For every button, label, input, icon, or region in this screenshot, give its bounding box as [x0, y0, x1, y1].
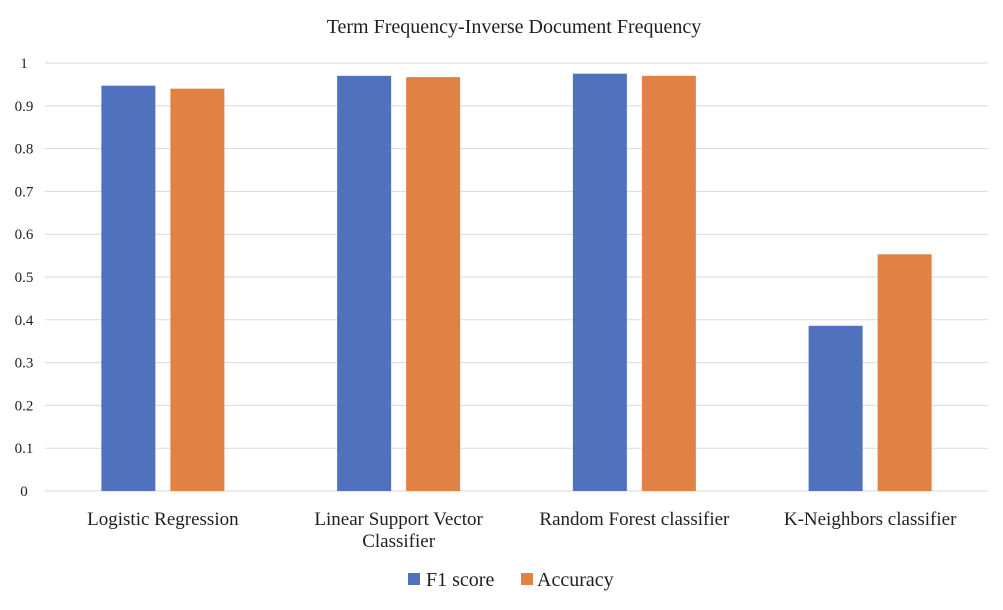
x-category-label-line: Random Forest classifier	[539, 509, 730, 530]
chart-title: Term Frequency-Inverse Document Frequenc…	[327, 16, 702, 38]
bars	[101, 73, 932, 492]
y-tick-label: 0	[20, 484, 28, 500]
bar-accuracy	[877, 254, 932, 491]
bar-f1-score	[572, 73, 627, 491]
y-tick-label: 0.3	[15, 356, 34, 372]
legend-label: F1 score	[426, 569, 494, 591]
x-category-label-line: Logistic Regression	[87, 509, 239, 530]
y-tick-label: 0.9	[15, 99, 34, 115]
legend: F1 score Accuracy	[408, 569, 614, 591]
bar-f1-score	[808, 325, 863, 491]
bar-f1-score	[101, 85, 156, 492]
y-tick-label: 0.4	[15, 313, 34, 329]
y-tick-label: 0.5	[15, 270, 34, 286]
y-tick-label: 0.7	[15, 184, 34, 200]
legend-swatch	[408, 573, 420, 585]
x-category-label: Linear Support Vector Classifier	[314, 509, 483, 552]
legend-label: Accuracy	[537, 569, 614, 591]
y-tick-label: 0.2	[15, 398, 34, 414]
x-category-label-line: Linear Support Vector	[314, 509, 483, 530]
bar-f1-score	[337, 75, 392, 491]
x-category-label-line: Classifier	[362, 531, 435, 552]
y-tick-label: 0.6	[15, 227, 34, 243]
x-category-label: Logistic Regression	[87, 509, 239, 530]
y-axis-ticks: 0 0.1 0.2 0.3 0.4 0.5 0.6 0.7 0.8 0.9 1	[15, 56, 34, 500]
y-tick-label: 0.8	[15, 142, 34, 158]
legend-swatch	[521, 573, 533, 585]
x-category-label-line: K-Neighbors classifier	[784, 509, 957, 530]
x-category-label: K-Neighbors classifier	[784, 509, 957, 530]
x-category-label: Random Forest classifier	[539, 509, 730, 530]
bar-accuracy	[170, 88, 225, 492]
y-tick-label: 1	[20, 56, 28, 72]
bar-accuracy	[641, 75, 696, 491]
bar-accuracy	[406, 77, 461, 492]
x-axis-labels: Logistic Regression Linear Support Vector…	[87, 509, 957, 552]
y-tick-label: 0.1	[15, 441, 34, 457]
